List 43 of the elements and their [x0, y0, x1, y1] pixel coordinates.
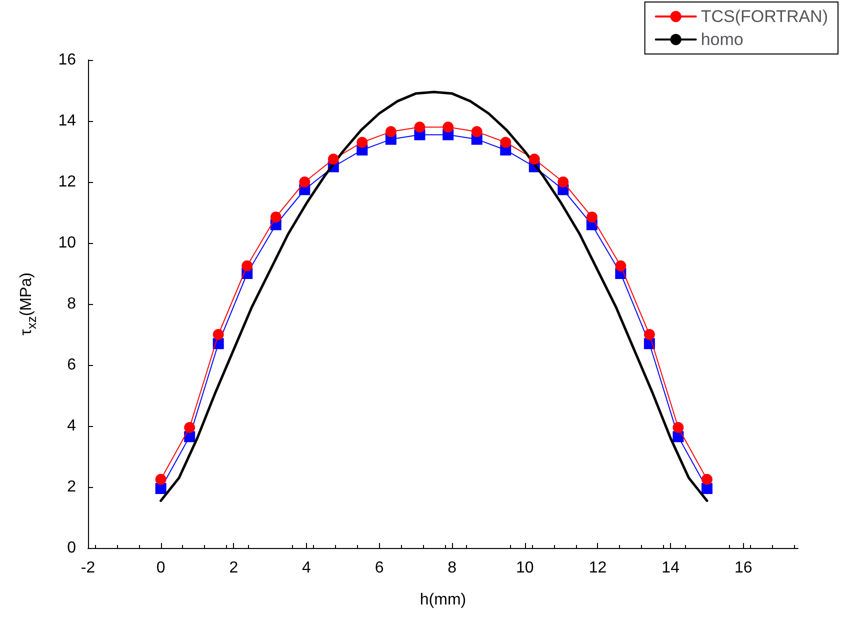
- point: [500, 136, 512, 148]
- y-axis-title: τxz(MPa): [18, 272, 39, 336]
- y-tick-label: 14: [58, 112, 76, 130]
- x-tick-label: 12: [588, 560, 607, 576]
- point: [184, 422, 196, 434]
- x-tick-label: 16: [734, 560, 752, 576]
- x-tick-label: 10: [516, 560, 534, 576]
- point: [270, 212, 282, 223]
- point: [385, 126, 396, 138]
- x-tick-label: 0: [156, 560, 166, 576]
- x-tick-label: 8: [448, 560, 457, 576]
- point: [242, 260, 253, 272]
- y-tick-label: 0: [67, 540, 76, 556]
- y-tick-label: 2: [67, 478, 76, 496]
- point: [701, 474, 712, 485]
- point: [558, 176, 569, 188]
- point: [644, 329, 655, 340]
- legend-label: homo: [700, 30, 744, 49]
- x-tick-label: -2: [80, 560, 96, 576]
- y-tick-label: 4: [67, 418, 76, 434]
- y-tick-label: 6: [67, 356, 76, 374]
- y-tick-label: 16: [58, 52, 76, 68]
- y-tick-label: 10: [58, 234, 76, 252]
- point: [528, 154, 540, 165]
- point: [586, 212, 598, 223]
- point: [442, 122, 454, 133]
- x-tick-label: 6: [374, 560, 384, 576]
- point: [615, 260, 626, 272]
- x-tick-label: 4: [302, 560, 312, 576]
- point: [155, 474, 166, 485]
- point: [299, 176, 310, 188]
- x-tick-label: 2: [229, 560, 238, 576]
- x-axis-title: h(mm): [420, 592, 466, 608]
- y-tick-label: 8: [67, 296, 76, 312]
- x-tick-label: 14: [662, 560, 680, 576]
- point: [356, 136, 368, 148]
- point: [672, 422, 684, 434]
- point: [471, 126, 482, 138]
- point: [414, 122, 426, 133]
- legend-label: TCS(FORTRAN): [700, 7, 828, 26]
- point: [212, 329, 224, 340]
- y-tick-label: 12: [58, 174, 76, 190]
- point: [328, 154, 339, 165]
